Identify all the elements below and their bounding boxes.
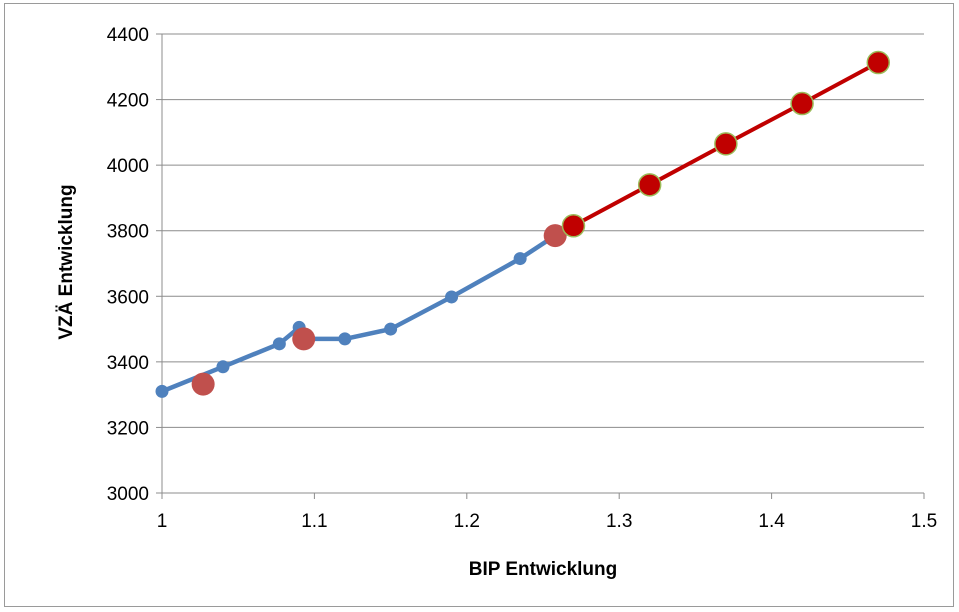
y-tick-label: 3600 xyxy=(107,287,149,308)
series-2-point xyxy=(191,372,215,396)
series-3-point xyxy=(790,91,814,116)
x-axis-label: BIP Entwicklung xyxy=(469,559,618,580)
y-tick-label: 4400 xyxy=(107,25,149,46)
x-tick-label: 1.5 xyxy=(911,511,937,532)
y-tick-label: 3800 xyxy=(107,222,149,243)
y-tick-label: 3400 xyxy=(107,353,149,374)
x-tick-label: 1.2 xyxy=(454,511,480,532)
x-tick-label: 1 xyxy=(157,511,168,532)
series-1-point xyxy=(272,337,286,351)
series-3-point xyxy=(866,50,891,75)
series-3-point xyxy=(637,173,662,197)
series-1-point xyxy=(338,332,352,346)
series-2-point xyxy=(292,327,316,351)
y-tick-label: 4000 xyxy=(107,156,149,177)
series-1-point xyxy=(384,322,398,336)
x-tick-label: 1.1 xyxy=(301,511,327,532)
x-tick-label: 1.3 xyxy=(606,511,632,532)
axes xyxy=(156,33,925,499)
series-layer xyxy=(155,50,891,398)
series-2-point xyxy=(543,224,567,248)
y-axis-label: VZÄ Entwicklung xyxy=(56,184,77,339)
series-3-point xyxy=(714,132,738,156)
series-1-line xyxy=(159,233,558,394)
y-tick-label: 3200 xyxy=(107,418,149,439)
y-tick-label: 4200 xyxy=(107,91,149,112)
tick-labels: 3000 3200 3400 3600 3800 4000 4200 4400 1 1.1 1.2 1… xyxy=(107,25,937,532)
series-1-point xyxy=(216,360,230,374)
x-tick-label: 1.4 xyxy=(758,511,785,532)
series-3-point xyxy=(561,214,586,238)
series-1-point xyxy=(445,290,459,304)
series-1-point xyxy=(513,252,527,266)
y-tick-label: 3000 xyxy=(107,484,149,505)
series-1-point xyxy=(155,384,169,398)
